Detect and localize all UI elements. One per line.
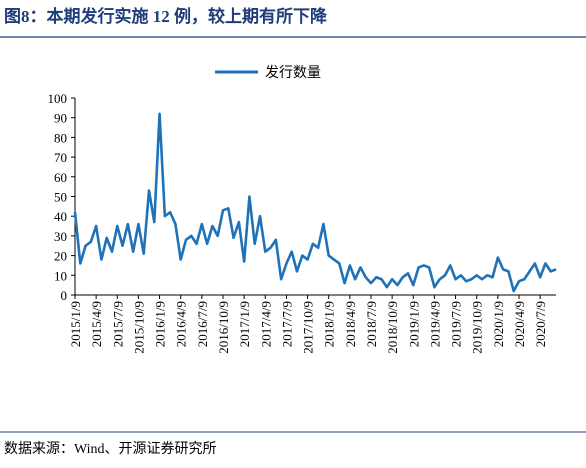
x-tick-label: 2016/10/9 [216,301,231,354]
x-tick-label: 2019/1/9 [406,301,421,347]
y-tick-label: 20 [54,249,67,264]
x-tick-label: 2018/4/9 [343,301,358,347]
x-tick-label: 2020/4/9 [512,301,527,347]
x-tick-label: 2015/7/9 [110,301,125,347]
line-series [73,112,557,293]
y-tick-label: 90 [54,111,67,126]
x-tick-label: 2017/10/9 [301,301,316,354]
y-tick-label: 50 [54,190,67,205]
x-tick-label: 2015/4/9 [89,301,104,347]
x-tick-label: 2017/4/9 [258,301,273,347]
x-tick-label: 2015/10/9 [131,301,146,354]
x-tick-label: 2019/10/9 [470,301,485,354]
x-tick-label: 2018/10/9 [385,301,400,354]
y-tick-label: 30 [54,229,67,244]
legend-label: 发行数量 [265,65,321,81]
x-tick-label: 2017/1/9 [237,301,252,347]
source: 数据来源：Wind、开源证券研究所 [4,441,217,457]
y-tick-label: 40 [54,209,67,224]
x-tick-label: 2016/1/9 [153,301,168,347]
x-tick-label: 2019/7/9 [449,301,464,347]
x-tick-label: 2016/4/9 [174,301,189,347]
y-tick-label: 80 [54,130,67,145]
chart-title: 图8：本期发行实施 12 例，较上期有所下降 [4,6,328,26]
x-tick-label: 2018/7/9 [364,301,379,347]
x-tick-label: 2020/7/9 [533,301,548,347]
y-tick-label: 60 [54,170,67,185]
x-tick-label: 2016/7/9 [195,301,210,347]
y-tick-label: 0 [61,288,68,303]
x-tick-label: 2017/7/9 [279,301,294,347]
x-tick-label: 2015/1/9 [68,301,83,347]
y-tick-label: 70 [54,150,67,165]
x-tick-label: 2018/1/9 [322,301,337,347]
y-tick-label: 10 [54,268,67,283]
x-tick-label: 2019/4/9 [427,301,442,347]
y-tick-label: 100 [48,91,68,106]
x-tick-label: 2020/1/9 [491,301,506,347]
